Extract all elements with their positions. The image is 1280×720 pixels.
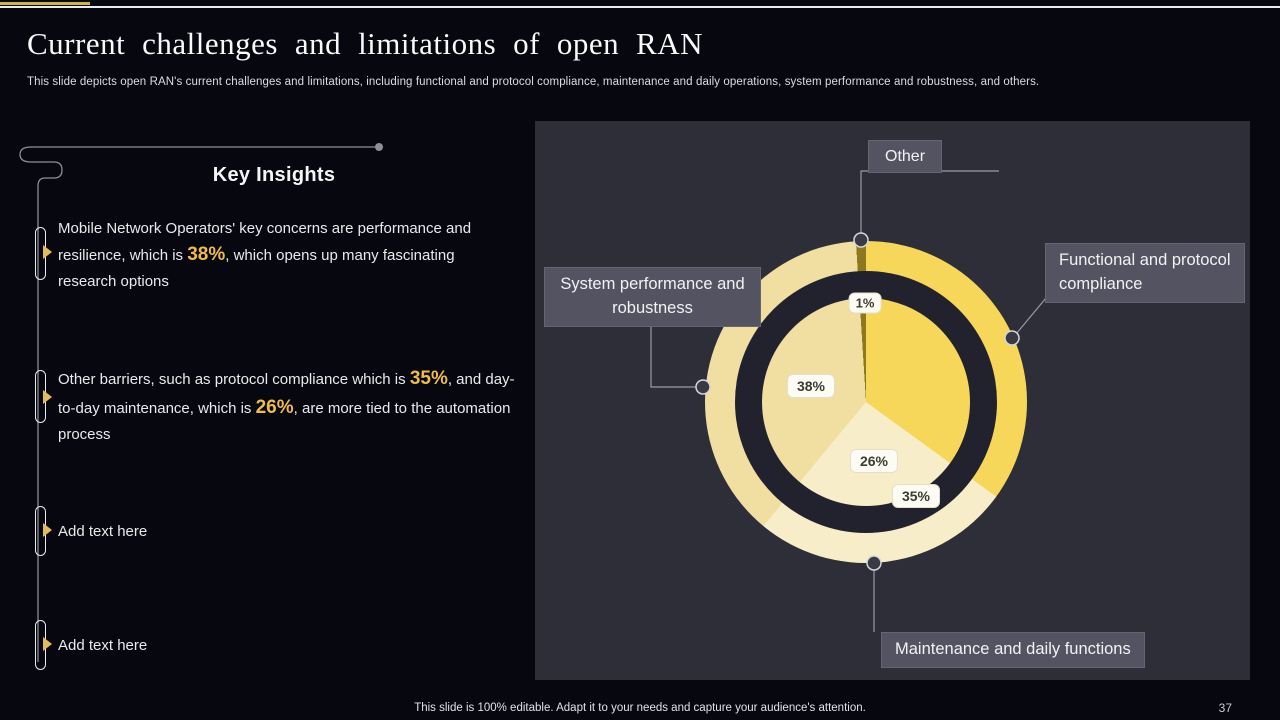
callout-other: Other [868,140,943,174]
page-number: 37 [1218,701,1232,715]
callout-maintenance-daily-functions: Maintenance and daily functions [881,632,1145,668]
insight-item-2: Other barriers, such as protocol complia… [58,368,515,443]
insight-placeholder-1[interactable]: Add text here [58,523,148,540]
insight-arrow-icon [43,245,52,259]
page-subtitle: This slide depicts open RAN's current ch… [27,76,1040,88]
pct-label-26: 26% [849,449,899,473]
insight-item-1: Mobile Network Operators' key concerns a… [58,220,472,290]
callout-system-performance-robustness: System performance and robustness [544,267,761,327]
chart-panel: Other Functional and protocol compliance… [535,121,1250,680]
callout-functional-protocol-compliance: Functional and protocol compliance [1045,243,1245,303]
pct-label-1: 1% [848,292,882,314]
insight-arrow-icon [43,523,52,537]
pct-label-35: 35% [891,484,941,508]
timeline-decor-line [19,143,383,662]
footer-note: This slide is 100% editable. Adapt it to… [414,702,866,714]
insight-arrow-icon [43,637,52,651]
top-accent-bar [0,2,90,5]
decor-end-dot [375,143,383,151]
insight-placeholder-2[interactable]: Add text here [58,637,148,654]
insight-arrow-icon [43,390,52,404]
top-rule-line [0,6,1280,8]
key-insights-heading: Key Insights [212,164,336,186]
pie-chart [762,298,970,506]
pct-label-38: 38% [786,374,836,398]
page-title: Current challenges and limitations of op… [27,26,704,61]
pie-outer-ring [705,241,1027,563]
pie-separator-ring [735,271,997,533]
